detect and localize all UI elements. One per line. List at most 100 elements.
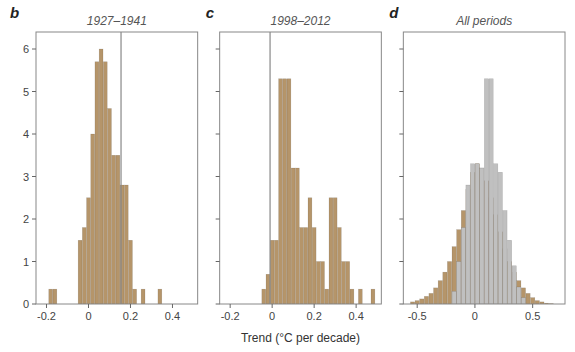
bar [103,62,107,304]
bar [53,289,57,304]
bar [531,298,535,304]
bar [461,211,465,305]
x-tick [532,304,533,308]
y-tick [399,49,403,50]
y-tick [32,134,36,135]
panel-label: d [389,4,399,21]
bar [358,289,362,304]
bar [95,62,99,304]
bar [325,289,329,304]
y-tick [399,304,403,305]
bar [262,289,266,304]
y-tick [32,91,36,92]
x-tick [417,304,418,308]
y-tick [216,134,220,135]
bar [466,185,470,304]
bar [279,79,283,304]
y-tick-label: 4 [23,128,29,140]
title: 1998–2012 [270,14,330,28]
bar [266,274,270,304]
bar [452,247,456,304]
plot-area [49,32,162,304]
bar [112,155,116,304]
x-tick [172,304,173,308]
bar [480,168,484,304]
bar [295,168,299,304]
bar [415,301,419,304]
plot-frame [36,32,198,304]
x-tick-label: 0.4 [348,310,363,322]
bar [78,240,82,304]
bar [494,164,498,304]
bar [87,198,91,304]
bar [49,289,53,304]
y-tick [32,219,36,220]
bar [321,262,325,305]
bar [91,134,95,304]
bar [480,168,484,304]
y-tick [399,219,403,220]
bar [434,288,438,304]
y-tick-label: 5 [23,86,29,98]
bar [447,262,451,305]
x-tick [314,304,315,308]
bar [291,168,295,304]
bar [517,287,521,304]
x-tick-label: 0.2 [123,310,138,322]
bar [484,79,488,304]
bar [333,198,337,304]
bar [452,291,456,304]
x-tick-label: 0.4 [165,310,180,322]
bar [443,272,447,304]
y-tick [32,49,36,50]
x-tick [272,304,273,308]
panel-label: b [10,4,19,21]
x-tick-label: -0.2 [37,310,56,322]
y-tick-label: 6 [23,43,29,55]
plot-frame [220,32,382,304]
bar [308,198,312,304]
bar [438,281,442,304]
bar [470,164,474,304]
bar [337,228,341,305]
bar [429,293,433,304]
y-tick [216,91,220,92]
panel: -0.200.20.401234561927–1941b [10,4,198,322]
y-tick [216,49,220,50]
bar [420,299,424,304]
bar [316,262,320,305]
bar [521,298,525,304]
bar [424,296,428,304]
bar [99,49,103,304]
bar [329,198,333,304]
bar [512,266,516,304]
y-tick [216,304,220,305]
x-tick-label: -0.2 [221,310,240,322]
x-tick-label: -0.5 [408,310,427,322]
bar [116,155,120,304]
plot-area [410,79,553,304]
bar [475,164,479,304]
bar [270,240,274,304]
x-tick-label: 0 [85,310,91,322]
bar [82,228,86,305]
panel: -0.500.5All periodsd [389,4,565,322]
bar [283,79,287,304]
bar [503,211,507,305]
bar [129,240,133,304]
x-tick [356,304,357,308]
x-tick [230,304,231,308]
x-tick [130,304,131,308]
y-tick [399,134,403,135]
bar [526,293,530,304]
y-tick-label: 3 [23,171,29,183]
x-tick-label: 0 [269,310,275,322]
bar [141,289,145,304]
bar [475,164,479,304]
bar [287,79,291,304]
bar [457,262,461,305]
y-tick-label: 0 [23,298,29,310]
y-tick [216,219,220,220]
x-tick-label: 0 [472,310,478,322]
bar [133,289,137,304]
